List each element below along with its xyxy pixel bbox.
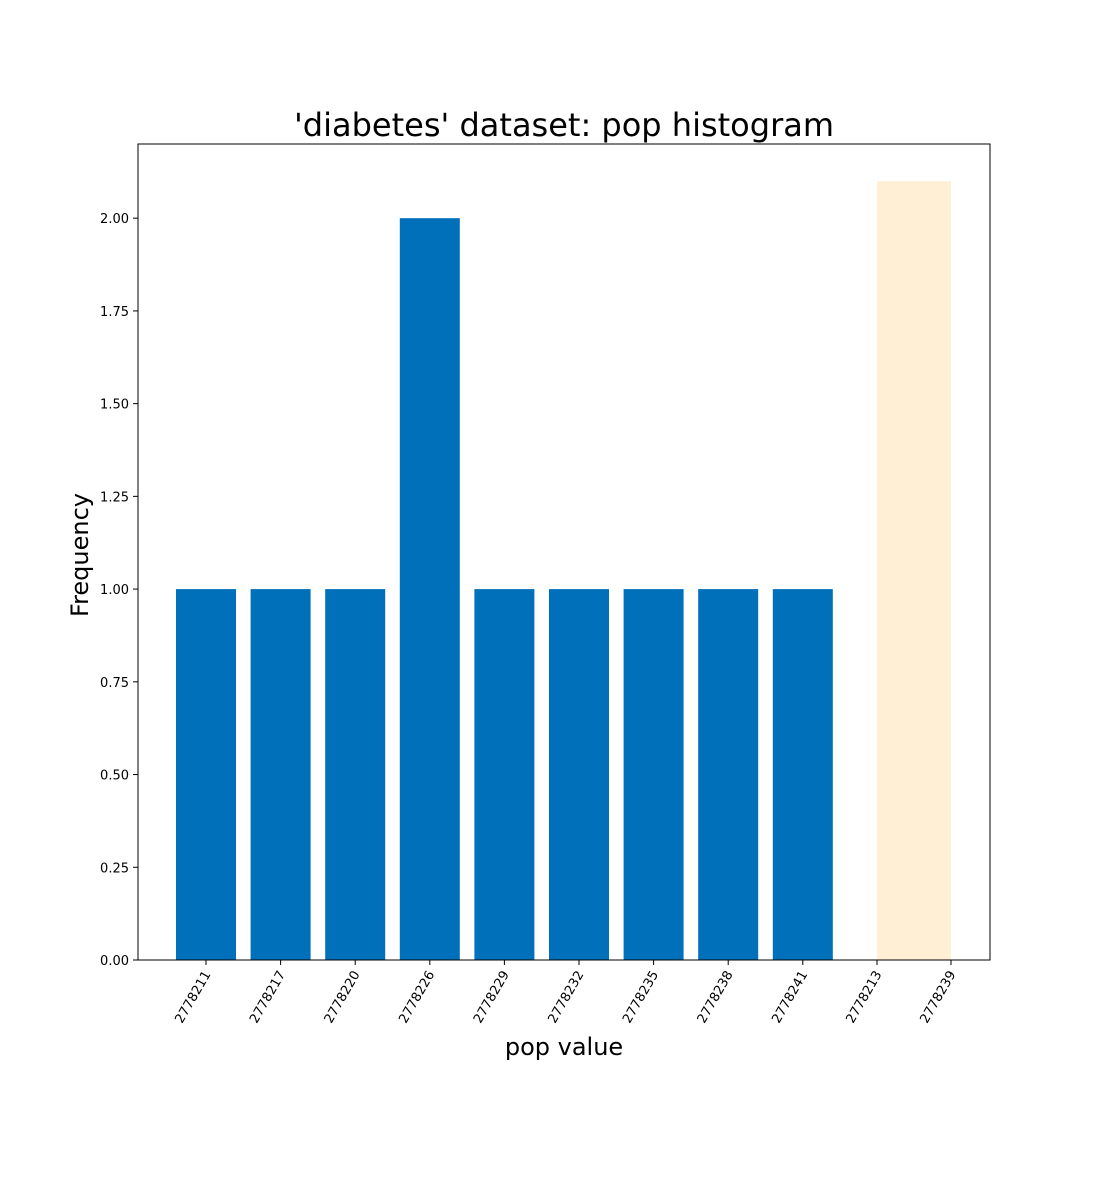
histogram-bar [772,589,833,960]
x-tick-label: 2778220 [322,969,364,1027]
histogram-bar [698,589,759,960]
x-axis-label: pop value [505,1033,623,1061]
x-tick-label: 2778232 [546,969,588,1027]
x-tick-label: 2778241 [769,969,811,1027]
y-tick-label: 0.00 [100,954,129,969]
y-tick-label: 0.25 [100,861,129,876]
highlight-range-band [877,181,951,961]
x-tick-label: 2778238 [695,969,737,1027]
x-tick-label: 2778213 [844,969,886,1027]
x-tick-label: 2778211 [173,969,215,1027]
plot-area: 0.00 0.25 0.50 0.75 1.00 1.25 1.50 1.75 2.00 2778… [100,181,959,1026]
plot-frame [137,143,991,961]
x-tick-label: 2778229 [471,969,513,1027]
chart-title: 'diabetes' dataset: pop histogram [294,106,834,144]
x-tick-label: 2778226 [396,969,438,1027]
histogram-bar [250,589,311,960]
x-tick-label: 2778235 [620,969,662,1027]
y-tick-label: 0.75 [100,676,129,691]
y-tick-label: 1.50 [100,398,129,413]
histogram-bar [549,589,609,960]
y-axis-label: Frequency [66,493,94,617]
histogram-bar [325,589,386,960]
y-tick-label: 0.50 [100,769,129,784]
y-tick-label: 1.75 [100,305,129,320]
histogram-bar [176,589,236,960]
x-tick-label: 2778217 [247,969,289,1027]
y-tick-label: 1.25 [100,490,129,505]
x-tick-label: 2778239 [918,969,960,1027]
histogram-bar [474,589,535,960]
histogram-bar [623,589,684,960]
y-tick-label: 2.00 [100,212,129,227]
y-tick-label: 1.00 [100,583,129,598]
histogram-bar [399,218,460,960]
